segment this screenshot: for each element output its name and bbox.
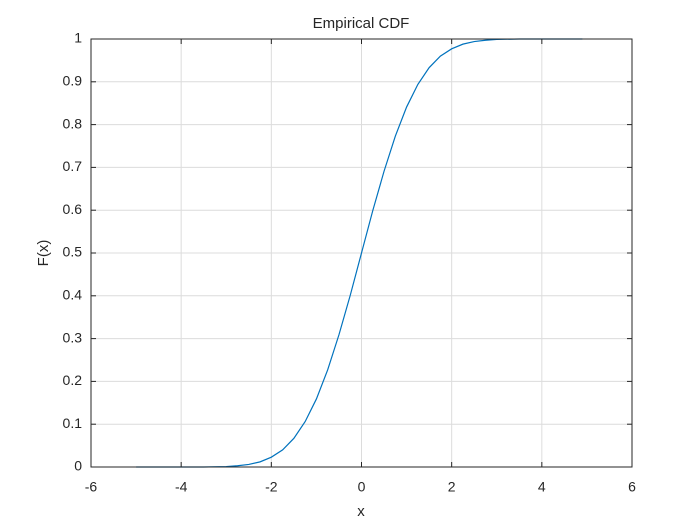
y-tick-label: 1	[74, 30, 82, 46]
chart-title: Empirical CDF	[313, 15, 410, 32]
y-tick-label: 0.8	[63, 115, 83, 131]
y-tick-label: 0	[74, 458, 82, 474]
cdf-line	[136, 38, 583, 468]
x-tick-label: -4	[175, 479, 188, 495]
y-axis-label: F(x)	[35, 240, 52, 267]
x-tick-label: 4	[538, 479, 546, 495]
x-axis-label: x	[357, 503, 365, 520]
y-tick-label: 0.6	[63, 201, 83, 217]
y-tick-label: 0.2	[63, 372, 83, 388]
x-tick-label: 0	[358, 479, 366, 495]
y-tick-label: 0.5	[63, 244, 83, 260]
x-tick-label: -2	[265, 479, 278, 495]
y-tick-label: 0.4	[63, 287, 83, 303]
y-tick-label: 0.3	[63, 329, 83, 345]
y-tick-label: 0.7	[63, 158, 83, 174]
y-tick-label: 0.1	[63, 415, 83, 431]
x-tick-label: -6	[85, 479, 98, 495]
y-tick-label: 0.9	[63, 73, 83, 89]
x-tick-label: 2	[448, 479, 456, 495]
x-tick-label: 6	[628, 479, 636, 495]
plot	[136, 38, 583, 468]
